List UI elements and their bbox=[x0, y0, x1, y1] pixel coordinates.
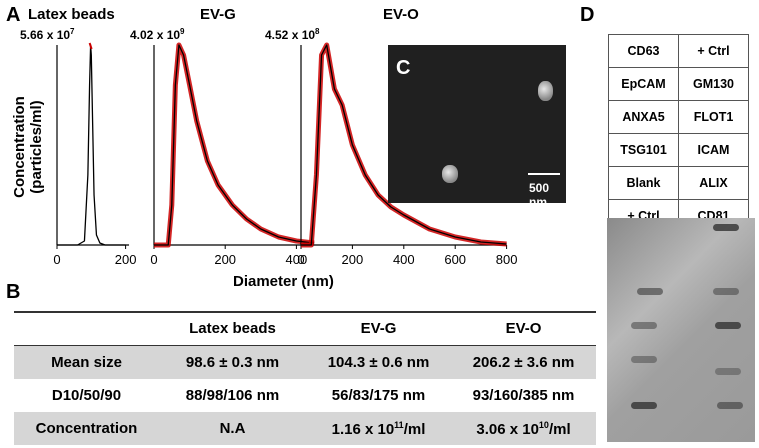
error-band bbox=[154, 42, 315, 248]
table-cell: 88/98/106 nm bbox=[185, 387, 280, 404]
grid-cell: FLOT1 bbox=[678, 100, 749, 134]
table-cell: 93/160/385 nm bbox=[472, 387, 575, 404]
row-label: D10/50/90 bbox=[51, 387, 122, 404]
table-cell: 56/83/175 nm bbox=[331, 387, 426, 404]
grid-cell: + Ctrl bbox=[678, 34, 749, 68]
x-tick-label: 0 bbox=[297, 252, 304, 267]
blot-dot bbox=[637, 288, 663, 295]
table-header-cell: Latex beads bbox=[159, 312, 306, 346]
distribution-curve bbox=[154, 44, 315, 246]
dot-blot-membrane bbox=[607, 218, 755, 442]
x-tick-label: 600 bbox=[444, 252, 466, 267]
distribution-curve bbox=[57, 44, 126, 246]
grid-cell: ANXA5 bbox=[608, 100, 679, 134]
panel-letter-d: D bbox=[580, 4, 595, 26]
blot-dot bbox=[713, 288, 739, 295]
blot-dot bbox=[715, 368, 741, 375]
grid-cell: GM130 bbox=[678, 67, 749, 101]
vesicle-particle bbox=[442, 165, 458, 183]
error-mark bbox=[88, 42, 93, 50]
scale-bar-label: 500 nm bbox=[529, 181, 550, 209]
table-row: Concentration N.A 1.16 x 1011/ml 3.06 x … bbox=[14, 412, 596, 445]
blot-dot bbox=[631, 322, 657, 329]
x-axis-label: Diameter (nm) bbox=[233, 273, 334, 290]
table-cell: 206.2 ± 3.6 nm bbox=[451, 345, 596, 379]
table-cell: 1.16 x 1011/ml bbox=[306, 412, 451, 445]
grid-cell: ICAM bbox=[678, 133, 749, 167]
plot-0: 0 200 bbox=[53, 42, 137, 267]
panel-letter-a: A bbox=[6, 4, 21, 26]
plot-1: 0 200 400 bbox=[150, 42, 315, 267]
peak-label-evo: 4.52 x 108 bbox=[265, 27, 320, 42]
x-tick-label: 400 bbox=[286, 252, 308, 267]
grid-cell: ALIX bbox=[678, 166, 749, 200]
panel-letter-b: B bbox=[6, 281, 21, 303]
plot-2: 0 200 400 600 800 bbox=[297, 42, 518, 267]
blot-dot bbox=[715, 322, 741, 329]
table-header-cell: EV-G bbox=[306, 312, 451, 346]
grid-cell: CD63 bbox=[608, 34, 679, 68]
x-tick-label: 200 bbox=[214, 252, 236, 267]
table-cell: 104.3 ± 0.6 nm bbox=[306, 345, 451, 379]
blot-dot bbox=[631, 402, 657, 409]
x-tick-label: 800 bbox=[496, 252, 518, 267]
grid-cell: Blank bbox=[608, 166, 679, 200]
row-label: Concentration bbox=[14, 412, 159, 445]
table-cell: N.A bbox=[159, 412, 306, 445]
table-header-cell: EV-O bbox=[451, 312, 596, 346]
row-label: Mean size bbox=[14, 345, 159, 379]
table-top-rule bbox=[14, 311, 596, 313]
table-header-cell bbox=[14, 312, 159, 346]
plot-title-evg: EV-G bbox=[200, 6, 236, 23]
table-header-row: Latex beads EV-G EV-O bbox=[14, 312, 596, 346]
grid-cell: EpCAM bbox=[608, 67, 679, 101]
x-tick-label: 200 bbox=[115, 252, 137, 267]
antibody-layout-grid: CD63 + Ctrl EpCAM GM130 ANXA5 FLOT1 TSG1… bbox=[608, 34, 749, 233]
peak-label-latex: 5.66 x 107 bbox=[20, 27, 75, 42]
grid-cell: TSG101 bbox=[608, 133, 679, 167]
table-row: D10/50/90 88/98/106 nm 56/83/175 nm 93/1… bbox=[14, 379, 596, 412]
x-tick-label: 0 bbox=[53, 252, 60, 267]
scale-bar bbox=[528, 173, 560, 175]
blot-dot bbox=[713, 224, 739, 231]
results-table: Latex beads EV-G EV-O Mean size 98.6 ± 0… bbox=[14, 312, 596, 445]
plot-title-evo: EV-O bbox=[383, 6, 419, 23]
blot-dot bbox=[631, 356, 657, 363]
distribution-curve bbox=[301, 44, 507, 246]
table-cell: 3.06 x 1010/ml bbox=[451, 412, 596, 445]
plot-title-latex: Latex beads bbox=[28, 6, 115, 23]
panel-letter-c: C bbox=[396, 57, 411, 79]
vesicle-particle bbox=[538, 81, 553, 101]
table-row: Mean size 98.6 ± 0.3 nm 104.3 ± 0.6 nm 2… bbox=[14, 345, 596, 379]
peak-label-evg: 4.02 x 109 bbox=[130, 27, 185, 42]
x-tick-label: 0 bbox=[150, 252, 157, 267]
sem-image: C 500 nm bbox=[388, 45, 566, 209]
x-tick-label: 400 bbox=[393, 252, 415, 267]
blot-dot bbox=[717, 402, 743, 409]
x-tick-label: 200 bbox=[342, 252, 364, 267]
table-cell: 98.6 ± 0.3 nm bbox=[159, 345, 306, 379]
